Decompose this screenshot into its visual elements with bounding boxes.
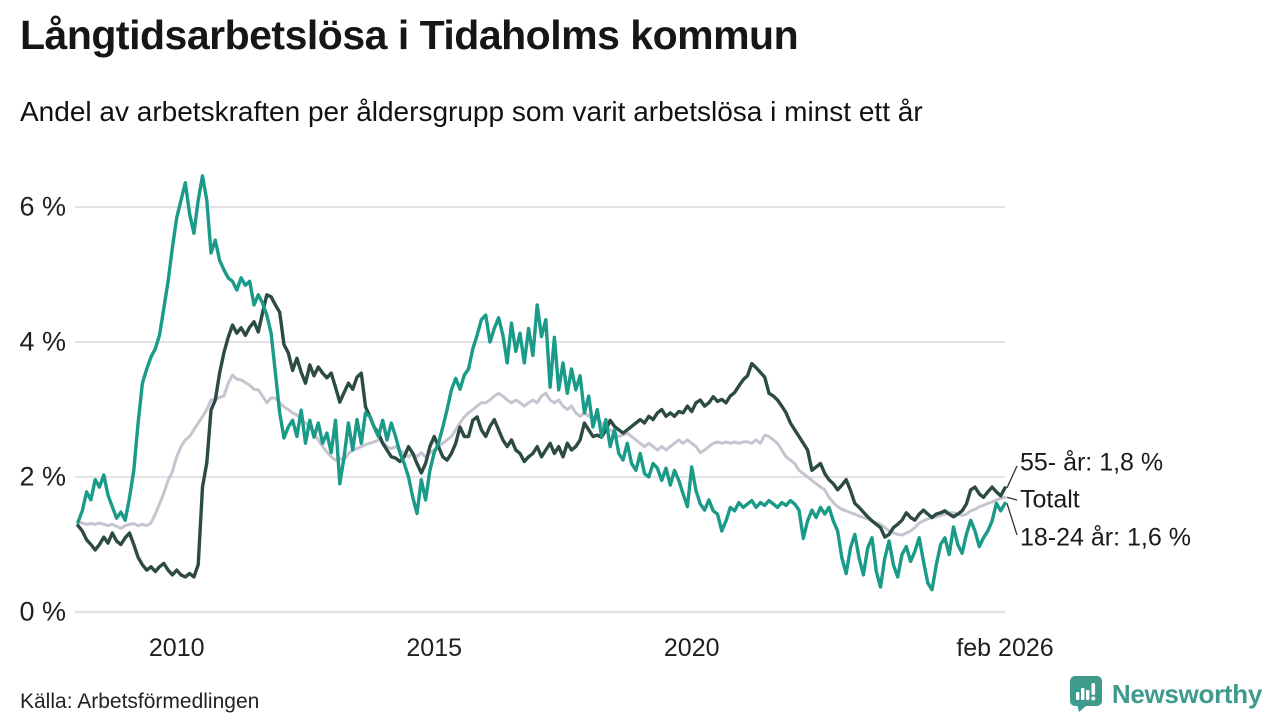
y-axis-tick-2: 2 %	[19, 461, 66, 492]
page-subtitle: Andel av arbetskraften per åldersgrupp s…	[20, 96, 923, 127]
series-label-55-plus: 55- år: 1,8 %	[1020, 448, 1164, 477]
series-label-totalt: Totalt	[1020, 485, 1080, 514]
page-title: Långtidsarbetslösa i Tidaholms kommun	[20, 12, 799, 58]
x-axis-tick-2015: 2015	[406, 634, 463, 662]
y-axis-tick-6: 6 %	[19, 191, 66, 222]
source-note: Källa: Arbetsförmedlingen	[20, 690, 260, 713]
x-axis-tick-2010: 2010	[148, 634, 205, 662]
brand-name: Newsworthy	[1111, 678, 1262, 709]
bar-chart-speech-bubble-icon	[1069, 676, 1102, 712]
x-axis-tick-feb-2026: feb 2026	[956, 634, 1054, 662]
y-axis-tick-4: 4 %	[19, 326, 66, 357]
y-axis-tick-0: 0 %	[19, 596, 66, 627]
series-label-18-24: 18-24 år: 1,6 %	[1020, 523, 1191, 552]
x-axis-tick-2020: 2020	[663, 634, 720, 662]
newsworthy-logo: Newsworthy	[1069, 674, 1262, 714]
